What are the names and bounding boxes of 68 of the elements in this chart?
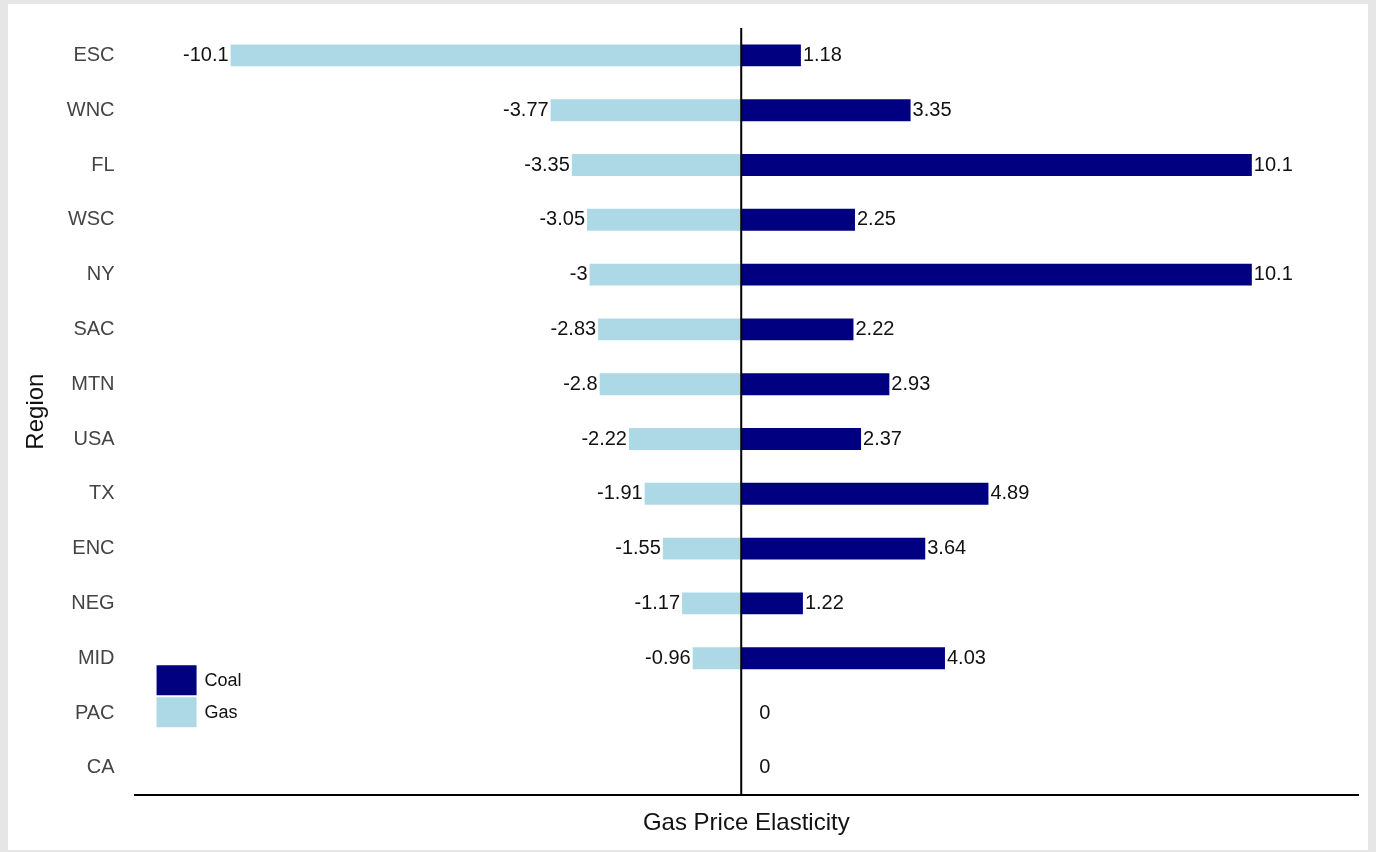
data-label: 10.1 [1253, 262, 1293, 285]
data-label: -1.55 [615, 536, 661, 559]
bar [741, 44, 801, 67]
data-label: -3.35 [524, 152, 570, 175]
y-tick-label: ESC [73, 42, 115, 65]
y-tick-label: PAC [74, 700, 115, 723]
data-label: 10.1 [1253, 152, 1293, 175]
data-label: 2.22 [855, 316, 895, 339]
y-tick-label: NEG [71, 590, 115, 613]
y-tick-label: NY [86, 262, 115, 285]
data-label: -3 [569, 262, 588, 285]
bar [598, 318, 742, 341]
data-label: -2.83 [550, 316, 597, 339]
data-label: -2.8 [563, 371, 598, 394]
y-tick-label: SAC [73, 316, 115, 339]
data-label: -1.17 [634, 590, 681, 613]
bar [230, 44, 742, 67]
data-label: 0 [759, 700, 771, 723]
x-axis-title: Gas Price Elasticity [642, 808, 850, 836]
legend-label: Gas [204, 702, 238, 723]
bar [741, 373, 890, 396]
bar [741, 482, 989, 505]
bar [741, 537, 926, 560]
data-label: -2.22 [581, 426, 627, 449]
y-axis-title: Region [21, 373, 49, 450]
data-label: 2.25 [856, 207, 896, 230]
data-label: -10.1 [183, 42, 229, 65]
bar [741, 263, 1252, 286]
y-tick-label: WNC [66, 97, 115, 120]
data-label: 1.22 [804, 590, 844, 613]
data-label: 2.37 [863, 426, 902, 449]
bar [589, 263, 742, 286]
bar [741, 592, 803, 615]
data-label: 3.64 [927, 536, 967, 559]
bar [741, 647, 945, 670]
y-tick-label: FL [91, 152, 115, 175]
bar [741, 99, 911, 122]
bar [741, 428, 862, 450]
y-tick-label: TX [89, 481, 115, 504]
bar [741, 318, 854, 341]
y-tick-label: CA [86, 755, 116, 778]
data-label: -0.96 [645, 645, 691, 668]
data-label: 4.03 [946, 645, 986, 668]
bar [692, 647, 742, 670]
data-label: 0 [759, 755, 771, 778]
data-label: -3.05 [539, 207, 586, 230]
bar [550, 99, 742, 122]
bar [628, 428, 742, 450]
data-label: 1.18 [802, 42, 842, 65]
y-tick-label: USA [73, 426, 116, 449]
data-label: 3.35 [912, 97, 952, 120]
bar [741, 208, 855, 231]
bar [741, 154, 1252, 176]
y-tick-label: MID [77, 645, 115, 668]
bar [682, 592, 742, 615]
data-label: -1.91 [597, 481, 643, 504]
y-tick-label: WSC [67, 207, 115, 230]
data-label: 2.93 [891, 371, 931, 394]
legend-label: Coal [204, 670, 242, 691]
y-tick-label: MTN [71, 371, 115, 394]
bar [571, 154, 742, 176]
data-label: 4.89 [990, 481, 1030, 504]
y-tick-label: ENC [72, 536, 115, 559]
bar [599, 373, 742, 396]
bar [587, 208, 742, 231]
bar [644, 482, 742, 505]
data-label: -3.77 [503, 97, 549, 120]
bar [662, 537, 742, 560]
